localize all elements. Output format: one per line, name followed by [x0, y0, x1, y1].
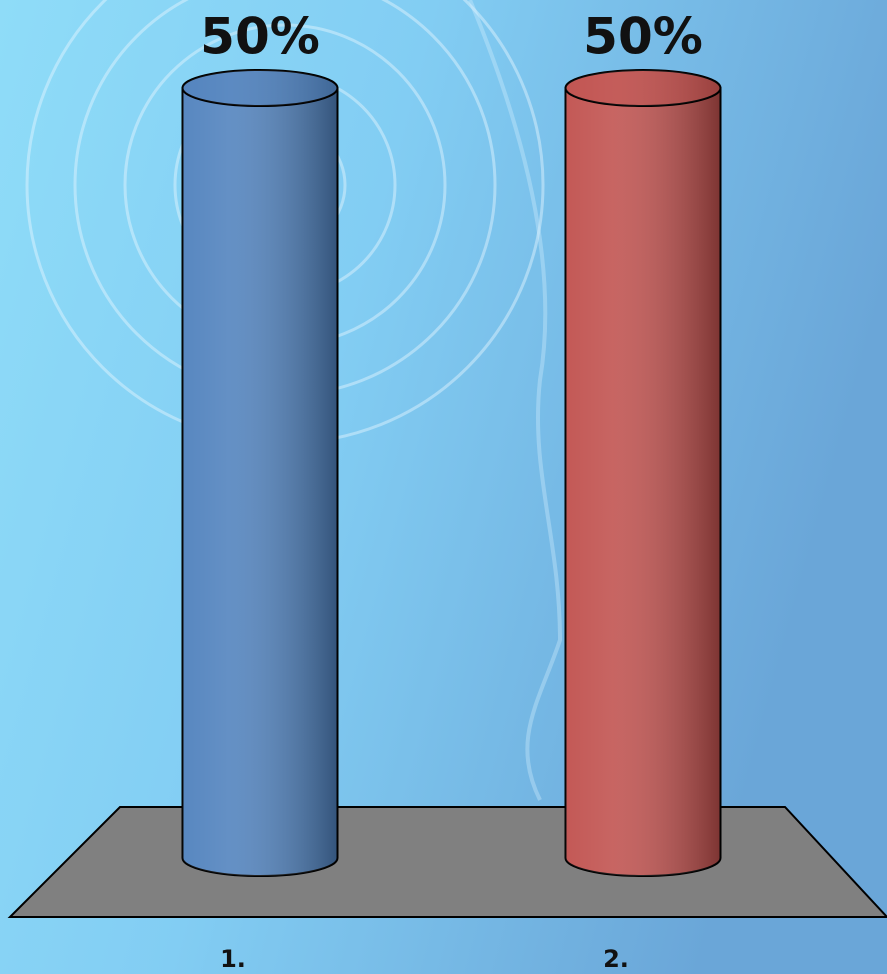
bar-top-shade — [566, 70, 721, 106]
x-tick-label: 1. — [220, 945, 246, 973]
bar-shade — [566, 88, 721, 876]
floor — [10, 807, 887, 917]
bar-top-shade — [183, 70, 338, 106]
bar-shade — [183, 88, 338, 876]
value-label: 50% — [200, 8, 320, 66]
page: 50%1.50%2. (() => { const data = JSON.pa… — [0, 0, 887, 974]
x-tick-label: 2. — [603, 945, 629, 973]
value-label: 50% — [583, 8, 703, 66]
chart: 50% 1. 50% 2. — [0, 0, 887, 974]
